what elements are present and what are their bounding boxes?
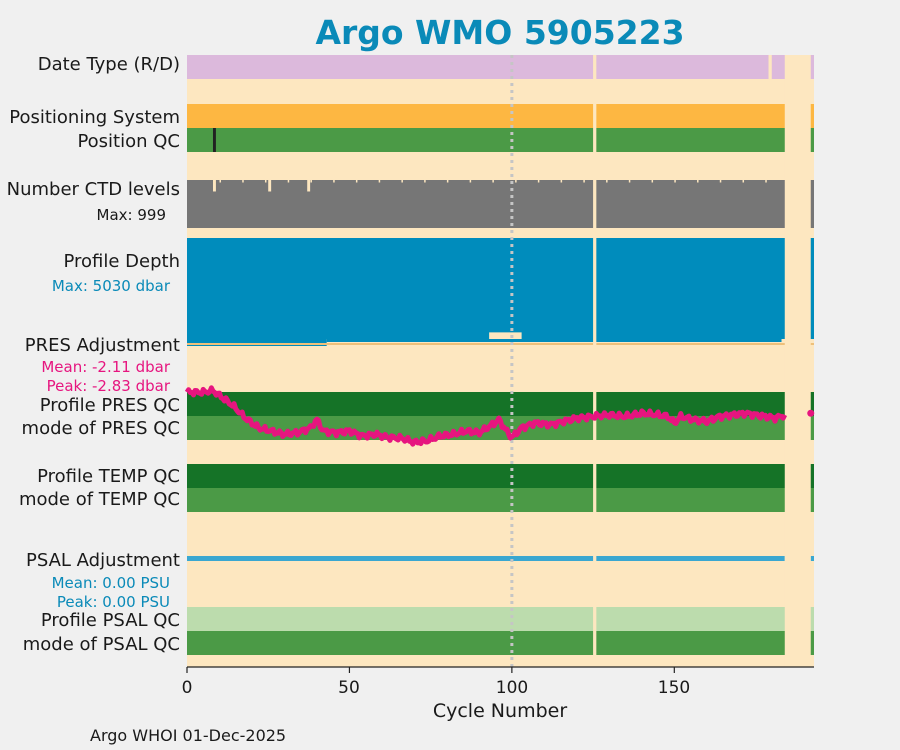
ctd-notch-66 bbox=[401, 180, 403, 183]
label-psal-adjustment: PSAL Adjustment bbox=[26, 550, 180, 571]
ctd-notch-171 bbox=[742, 180, 745, 183]
label-profile-psal-qc: Profile PSAL QC bbox=[41, 610, 180, 631]
ctd-dip-1 bbox=[268, 180, 272, 192]
x-tick-label-50: 50 bbox=[338, 678, 360, 698]
position-qc-mark-0 bbox=[212, 128, 216, 152]
plot-area bbox=[184, 55, 815, 673]
ctd-notch-122 bbox=[583, 180, 585, 183]
label-profile-temp-qc: Profile TEMP QC bbox=[37, 466, 180, 487]
label-mode-temp-qc: mode of TEMP QC bbox=[19, 489, 180, 510]
ctd-notch-73 bbox=[424, 180, 426, 183]
ctd-notch-45 bbox=[333, 180, 335, 183]
row-band-6 bbox=[187, 392, 814, 416]
ctd-notch-87 bbox=[469, 180, 472, 183]
ctd-notch-157 bbox=[697, 180, 699, 183]
x-axis-label: Cycle Number bbox=[433, 700, 567, 722]
footer-text: Argo WHOI 01-Dec-2025 bbox=[90, 726, 286, 745]
label-mode-pres-qc: mode of PRES QC bbox=[22, 418, 180, 439]
ctd-notch-94 bbox=[492, 180, 494, 183]
pres-adjustment-line bbox=[187, 343, 814, 345]
plot-panel bbox=[187, 55, 814, 667]
missing-cycle-gap-0 bbox=[593, 55, 597, 667]
ctd-notch-136 bbox=[628, 180, 631, 183]
ctd-notch-24 bbox=[264, 180, 267, 183]
row-band-9 bbox=[187, 488, 814, 512]
ctd-notch-10 bbox=[219, 180, 221, 183]
label-number-ctd-levels: Number CTD levels bbox=[7, 179, 180, 200]
ctd-notch-143 bbox=[651, 180, 654, 183]
ctd-dip-0 bbox=[212, 180, 216, 192]
label-pres-adjustment: PRES Adjustment bbox=[25, 335, 180, 356]
label-date-type: Date Type (R/D) bbox=[38, 54, 180, 75]
x-axis: 0 50 100 150 Cycle Number bbox=[182, 678, 691, 722]
ctd-notch-108 bbox=[537, 180, 540, 183]
row-labels: Date Type (R/D) Positioning System Posit… bbox=[7, 54, 180, 655]
ctd-notch-164 bbox=[719, 180, 722, 183]
ctd-notch-150 bbox=[674, 180, 676, 183]
depth-base-strip-right bbox=[326, 339, 782, 342]
pres-adjustment-last-point bbox=[807, 409, 815, 417]
ctd-notch-59 bbox=[378, 180, 381, 183]
row-band-11 bbox=[187, 607, 814, 631]
row-band-8 bbox=[187, 464, 814, 488]
x-tick-label-0: 0 bbox=[182, 678, 193, 698]
sublabel-pres-mean: Mean: -2.11 dbar bbox=[41, 358, 171, 376]
label-mode-psal-qc: mode of PSAL QC bbox=[23, 634, 180, 655]
ctd-dip-2 bbox=[307, 180, 311, 192]
row-band-1 bbox=[187, 104, 814, 128]
row-band-4 bbox=[187, 238, 814, 339]
psal-adjustment-line bbox=[187, 556, 785, 561]
depth-bump-0 bbox=[489, 332, 522, 339]
sublabel-psal-mean: Mean: 0.00 PSU bbox=[52, 574, 170, 592]
ctd-notch-178 bbox=[765, 180, 767, 183]
sublabel-ctd-max: Max: 999 bbox=[97, 206, 166, 224]
ctd-notch-38 bbox=[310, 180, 312, 183]
label-profile-depth: Profile Depth bbox=[63, 251, 180, 272]
ctd-notch-52 bbox=[355, 180, 358, 183]
sublabel-pres-peak: Peak: -2.83 dbar bbox=[47, 377, 171, 395]
ctd-notch-115 bbox=[560, 180, 563, 183]
missing-cycle-gap-1 bbox=[784, 55, 811, 667]
depth-base-strip-left bbox=[187, 339, 327, 346]
chart-title: Argo WMO 5905223 bbox=[315, 13, 684, 52]
row-band-3 bbox=[187, 180, 814, 228]
label-position-qc: Position QC bbox=[77, 131, 180, 152]
sublabel-depth-max: Max: 5030 dbar bbox=[52, 277, 171, 295]
pres-adjustment-series bbox=[184, 385, 788, 447]
date-type-gap-0 bbox=[768, 55, 772, 79]
row-band-0 bbox=[187, 55, 814, 79]
row-band-2 bbox=[187, 128, 814, 152]
ctd-notch-31 bbox=[287, 180, 290, 183]
ctd-notch-80 bbox=[446, 180, 449, 183]
x-tick-label-100: 100 bbox=[496, 678, 528, 698]
label-positioning-system: Positioning System bbox=[9, 107, 180, 128]
sublabel-psal-peak: Peak: 0.00 PSU bbox=[57, 593, 170, 611]
ctd-notch-17 bbox=[242, 180, 244, 183]
row-band-12 bbox=[187, 631, 814, 655]
psal-adjustment-line-end bbox=[810, 556, 814, 561]
ctd-notch-129 bbox=[606, 180, 608, 183]
ctd-notch-101 bbox=[515, 180, 517, 183]
x-tick-label-150: 150 bbox=[658, 678, 690, 698]
label-profile-pres-qc: Profile PRES QC bbox=[40, 395, 180, 416]
